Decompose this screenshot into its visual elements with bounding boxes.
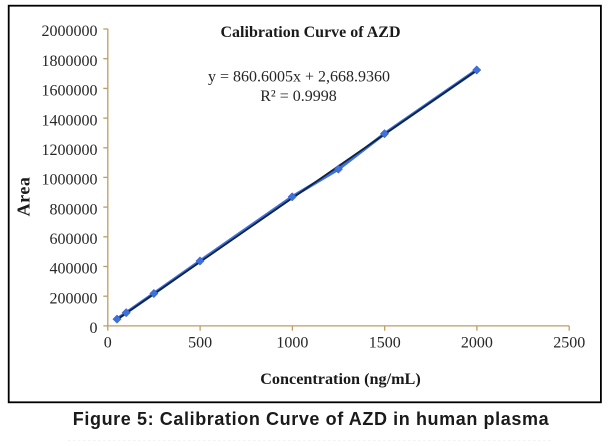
svg-text:Calibration Curve of AZD: Calibration Curve of AZD — [221, 24, 401, 41]
svg-text:1400000: 1400000 — [42, 112, 98, 129]
svg-text:1600000: 1600000 — [42, 83, 98, 100]
svg-text:600000: 600000 — [50, 231, 98, 248]
svg-text:y = 860.6005x + 2,668.9360: y = 860.6005x + 2,668.9360 — [208, 68, 390, 85]
svg-text:1800000: 1800000 — [42, 53, 98, 70]
svg-text:0: 0 — [90, 320, 98, 337]
svg-text:Area: Area — [14, 177, 34, 217]
svg-text:Concentration (ng/mL): Concentration (ng/mL) — [260, 370, 421, 388]
svg-text:2500: 2500 — [553, 335, 585, 352]
svg-text:1000: 1000 — [276, 335, 308, 352]
svg-text:Figure 5: Calibration Curve of: Figure 5: Calibration Curve of AZD in hu… — [73, 409, 550, 429]
svg-text:400000: 400000 — [50, 261, 98, 278]
svg-text:R² = 0.9998: R² = 0.9998 — [260, 88, 337, 105]
svg-text:500: 500 — [188, 335, 212, 352]
svg-text:1200000: 1200000 — [42, 142, 98, 159]
svg-text:2000: 2000 — [461, 335, 493, 352]
svg-text:1000000: 1000000 — [42, 172, 98, 189]
svg-text:2000000: 2000000 — [42, 23, 98, 40]
svg-text:200000: 200000 — [50, 290, 98, 307]
svg-text:1500: 1500 — [369, 335, 401, 352]
svg-text:0: 0 — [104, 335, 112, 352]
svg-text:800000: 800000 — [50, 201, 98, 218]
